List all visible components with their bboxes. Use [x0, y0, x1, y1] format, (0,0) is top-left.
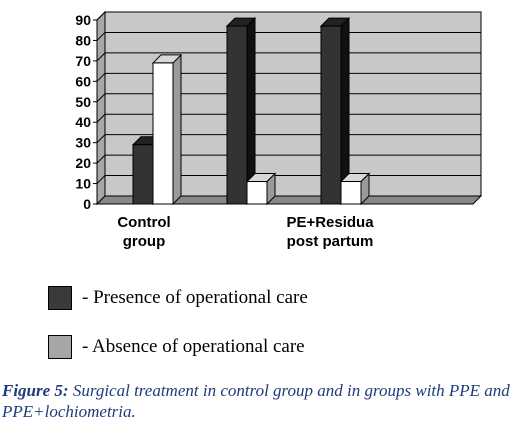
figure-caption: Figure 5: Surgical treatment in control …	[2, 380, 526, 422]
category-label-line: group	[123, 233, 166, 250]
bar-front	[226, 25, 248, 205]
bar-front	[320, 25, 342, 205]
legend-label-absence: - Absence of operational care	[82, 336, 305, 357]
gridline-40	[96, 113, 481, 123]
bar-absence-0	[151, 53, 183, 206]
y-tick-label-70: 70	[75, 53, 91, 69]
category-labels: Control group PE+Residua post partum	[117, 214, 374, 250]
y-tick-label-30: 30	[75, 135, 91, 151]
category-label-line: Control	[117, 214, 170, 231]
y-tick-label-50: 50	[75, 94, 91, 110]
bar-absence-1	[245, 172, 277, 206]
gridline-90	[96, 11, 481, 21]
bar-chart: 0 10 20 30 40 50 60 70 80 90 Control group PE+Resid…	[75, 10, 483, 250]
caption-label: Figure 5:	[2, 381, 69, 400]
y-tick-label-10: 10	[75, 176, 91, 192]
gridline-80	[96, 31, 481, 41]
y-tick-labels: 0 10 20 30 40 50 60 70 80 90	[75, 12, 97, 212]
y-tick-label-0: 0	[83, 196, 91, 212]
gridline-60	[96, 72, 481, 82]
y-tick-label-40: 40	[75, 114, 91, 130]
plot-side-wall	[96, 10, 106, 206]
y-tick-label-20: 20	[75, 155, 91, 171]
bar-absence-2	[339, 172, 371, 206]
y-tick-label-60: 60	[75, 73, 91, 89]
category-label-line: post partum	[287, 233, 374, 250]
legend-swatch-absence	[48, 335, 72, 359]
gridline-30	[96, 134, 481, 144]
gridlines	[96, 11, 481, 184]
bar-front	[152, 62, 174, 205]
axes	[96, 20, 473, 205]
bar-front	[132, 144, 154, 205]
gridline-20	[96, 154, 481, 164]
bar-presence-2	[319, 16, 351, 206]
bar-front	[340, 181, 362, 205]
bar-presence-1	[225, 16, 257, 206]
y-tick-label-90: 90	[75, 12, 91, 28]
legend-label-presence: - Presence of operational care	[82, 287, 308, 308]
bar-front	[246, 181, 268, 205]
gridline-50	[96, 93, 481, 103]
gridline-70	[96, 52, 481, 62]
category-label-1: PE+Residua post partum	[286, 214, 374, 250]
caption-text: Surgical treatment in control group and …	[2, 381, 510, 421]
category-label-line: PE+Residua	[286, 214, 374, 231]
category-label-0: Control group	[117, 214, 170, 250]
legend-swatch-presence	[48, 286, 72, 310]
legend-item-absence: - Absence of operational care	[48, 335, 305, 359]
legend-item-presence: - Presence of operational care	[48, 286, 308, 310]
bar-side	[172, 53, 182, 206]
y-tick-label-80: 80	[75, 32, 91, 48]
